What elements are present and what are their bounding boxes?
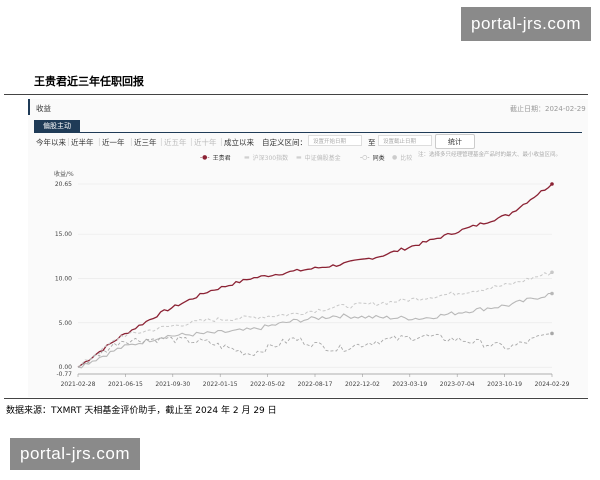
- chart-note: 注：选择多只经理管理基金产品时的最大、最小收益区间。: [418, 152, 562, 158]
- legend-item[interactable]: ● 比较: [392, 153, 412, 162]
- period-option[interactable]: 近三年: [134, 138, 157, 147]
- range-separator: 至: [368, 138, 376, 147]
- period-option[interactable]: 近一年: [102, 138, 125, 147]
- legend-marker: ▬: [296, 154, 302, 161]
- legend-item[interactable]: ▬ 沪深300指数: [244, 153, 288, 162]
- period-separator: |: [67, 137, 70, 146]
- legend-label: 王贵君: [212, 155, 231, 162]
- legend-label: 中证偏股基金: [304, 155, 341, 162]
- legend-marker: -○-: [360, 154, 370, 161]
- tab-active-equity[interactable]: 偏股主动: [34, 120, 80, 132]
- end-date-input[interactable]: 设置截止日期: [378, 135, 432, 146]
- period-option[interactable]: 近五年: [164, 138, 187, 147]
- period-option[interactable]: 近十年: [194, 138, 217, 147]
- legend-marker: ●: [392, 154, 398, 161]
- panel-accent-bar: [28, 99, 30, 115]
- period-separator: |: [98, 137, 101, 146]
- watermark-top: portal-jrs.com: [461, 7, 591, 41]
- custom-range-label: 自定义区间：: [262, 138, 307, 147]
- tab-underline: [34, 132, 582, 133]
- legend-marker: -●-: [200, 154, 210, 161]
- period-separator: |: [130, 137, 133, 146]
- period-separator: |: [160, 137, 163, 146]
- legend-label: 同类: [372, 155, 385, 162]
- watermark-bottom: portal-jrs.com: [10, 438, 140, 470]
- data-source: 数据来源：TXMRT 天相基金评价助手，截止至 2024 年 2 月 29 日: [6, 406, 277, 416]
- section-title: 王贵君近三年任职回报: [34, 75, 144, 88]
- legend-marker: ▬: [244, 154, 250, 161]
- top-rule: [4, 94, 588, 95]
- panel-header: 收益: [36, 104, 51, 113]
- period-separator: |: [190, 137, 193, 146]
- legend-item[interactable]: ▬ 中证偏股基金: [296, 153, 341, 162]
- legend-item[interactable]: -○- 同类: [360, 153, 385, 162]
- calculate-button[interactable]: 统计: [435, 134, 475, 149]
- legend-label: 沪深300指数: [252, 155, 289, 162]
- as-of-date: 截止日期：2024-02-29: [510, 105, 586, 113]
- legend-label: 比较: [400, 155, 413, 162]
- bottom-rule: [4, 398, 588, 399]
- period-separator: |: [220, 137, 223, 146]
- start-date-input[interactable]: 设置开始日期: [308, 135, 362, 146]
- period-option[interactable]: 成立以来: [224, 138, 254, 147]
- period-option[interactable]: 今年以来: [36, 138, 66, 147]
- period-option[interactable]: 近半年: [71, 138, 94, 147]
- legend-item[interactable]: -●- 王贵君: [200, 153, 231, 162]
